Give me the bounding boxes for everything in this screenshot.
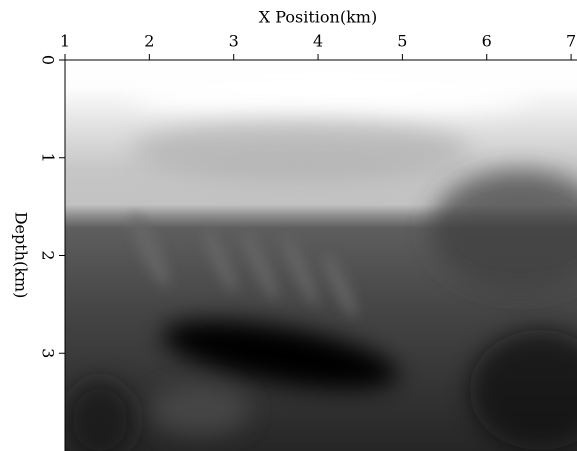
y-tick-label: 0 xyxy=(39,55,58,65)
x-axis-title: X Position(km) xyxy=(259,8,377,27)
x-tick-label: 1 xyxy=(60,32,70,51)
x-tick-label: 3 xyxy=(229,32,239,51)
x-tick-label: 2 xyxy=(144,32,154,51)
y-tick-label: 2 xyxy=(39,250,58,260)
x-tick-label: 7 xyxy=(566,32,576,51)
heatmap-image xyxy=(65,60,577,451)
chart: X Position(km) Depth(km) 12345670123 xyxy=(0,0,577,451)
y-tick-label: 1 xyxy=(39,153,58,163)
y-axis-title: Depth(km) xyxy=(12,212,31,299)
x-tick-label: 4 xyxy=(313,32,323,51)
y-tick-label: 3 xyxy=(39,348,58,358)
x-tick-label: 5 xyxy=(397,32,407,51)
x-tick-label: 6 xyxy=(482,32,492,51)
